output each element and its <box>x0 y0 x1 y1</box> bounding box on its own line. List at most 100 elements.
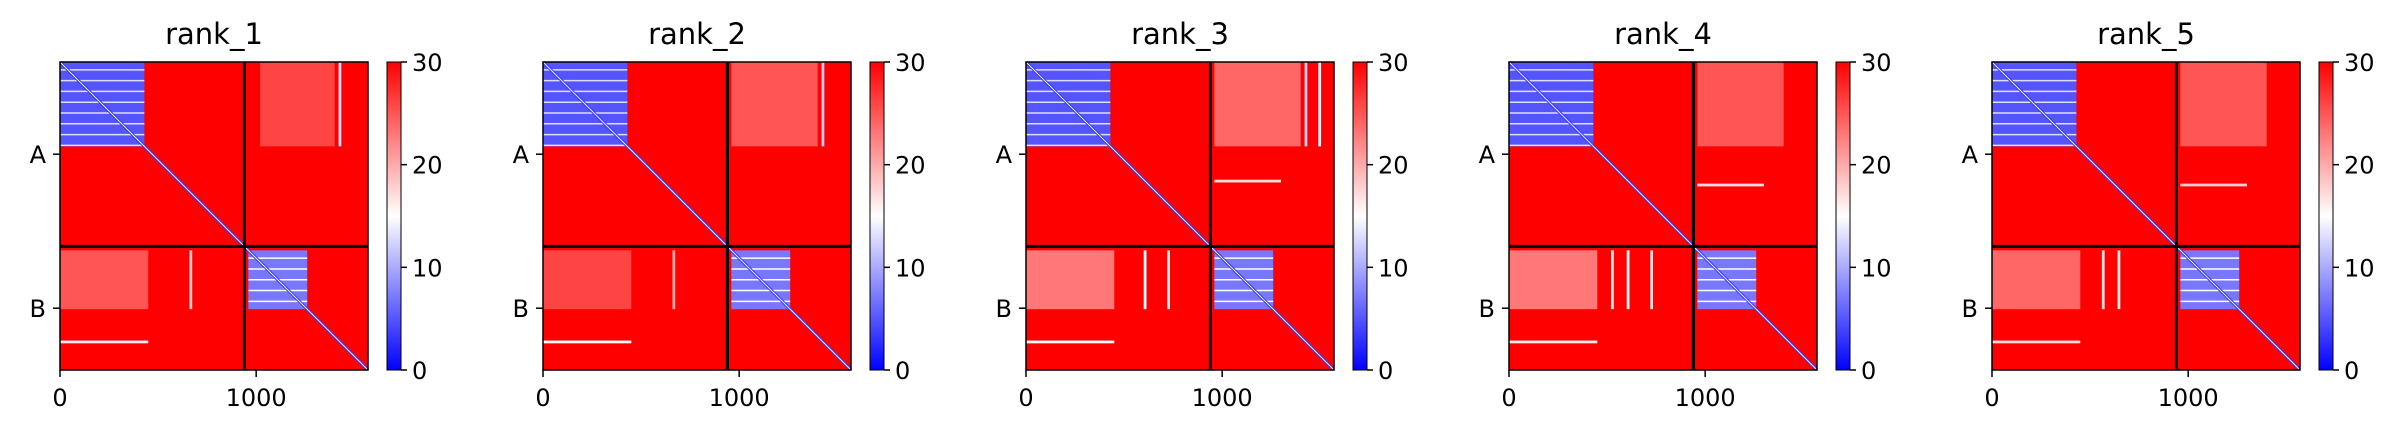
colorbar-tick-label: 0 <box>1378 357 1393 385</box>
heatmap-stripe-2 <box>189 250 193 310</box>
heatmap-stripe-1 <box>338 62 342 147</box>
chain-label-B: B <box>30 295 46 323</box>
chain-label-A: A <box>30 141 47 169</box>
x-tick-label: 1000 <box>1675 384 1736 412</box>
chain-label-B: B <box>513 295 529 323</box>
chain-label-A: A <box>513 141 530 169</box>
colorbar-tick-label: 10 <box>1378 254 1409 282</box>
panel-title: rank_4 <box>1614 17 1712 51</box>
colorbar-tick-label: 0 <box>412 357 427 385</box>
x-tick-label: 0 <box>1018 384 1033 412</box>
panel-title: rank_3 <box>1131 17 1229 51</box>
colorbar-tick-label: 30 <box>1861 49 1892 77</box>
heatmap-stripe-6 <box>1026 340 1115 344</box>
heatmap-stripe-1 <box>1304 62 1308 147</box>
colorbar-frame <box>2318 61 2334 371</box>
heatmap-stripe-1 <box>821 62 825 147</box>
panel-3: rank_3 0 1000 A B 0 10 20 30 <box>996 17 1409 412</box>
panel-5: rank_5 0 1000 A B 0 10 20 30 <box>1962 17 2375 412</box>
colorbar <box>870 62 884 370</box>
colorbar-frame <box>386 61 402 371</box>
heatmap-stripe-1 <box>2101 250 2105 310</box>
heatmap-block-4 <box>60 250 149 310</box>
heatmap-block-4 <box>1992 250 2081 310</box>
x-tick-label: 1000 <box>1192 384 1253 412</box>
heatmap-stripe-2 <box>1626 250 1630 310</box>
chain-label-B: B <box>1479 295 1495 323</box>
colorbar-frame <box>1352 61 1368 371</box>
colorbar-tick-label: 20 <box>2344 152 2375 180</box>
colorbar <box>1353 62 1367 370</box>
heatmap-stripe-5 <box>1214 179 1282 183</box>
heatmap-stripe-3 <box>2180 183 2248 187</box>
heatmap-block-4 <box>543 250 632 310</box>
x-tick-label: 0 <box>52 384 67 412</box>
heatmap-block-4 <box>1509 250 1598 310</box>
panel-4: rank_4 0 1000 A B 0 10 20 30 <box>1479 17 1892 412</box>
heatmap-stripe-1 <box>1611 250 1614 310</box>
plot-frame <box>59 61 369 371</box>
colorbar-tick-label: 20 <box>412 152 443 180</box>
colorbar-tick-label: 0 <box>1861 357 1876 385</box>
x-tick-label: 1000 <box>226 384 287 412</box>
heatmap-stripe-3 <box>1650 250 1653 310</box>
panel-2: rank_2 0 1000 A B 0 10 20 30 <box>513 17 926 412</box>
colorbar-frame <box>1835 61 1851 371</box>
colorbar-tick-label: 10 <box>2344 254 2375 282</box>
x-tick-label: 0 <box>1501 384 1516 412</box>
chain-label-B: B <box>1962 295 1978 323</box>
colorbar-tick-label: 20 <box>1861 152 1892 180</box>
chain-label-A: A <box>996 141 1013 169</box>
heatmap-stripe-2 <box>672 250 676 310</box>
heatmap-block-3 <box>260 62 335 147</box>
panel-1: rank_1 0 1000 A B 0 10 20 30 <box>30 17 443 412</box>
heatmap-stripe-3 <box>1143 250 1147 310</box>
chain-label-B: B <box>996 295 1012 323</box>
panel-title: rank_5 <box>2097 17 2195 51</box>
x-tick-label: 0 <box>535 384 550 412</box>
heatmap-stripe-3 <box>543 340 632 344</box>
heatmap-stripe-4 <box>1167 250 1170 310</box>
heatmap-block-4 <box>1026 250 1115 310</box>
heatmap-stripe-2 <box>2117 250 2121 310</box>
plot-frame <box>1508 61 1818 371</box>
colorbar-tick-label: 10 <box>1861 254 1892 282</box>
heatmap-block-3 <box>1697 62 1784 147</box>
panel-title: rank_1 <box>165 17 263 51</box>
heatmap-stripe-4 <box>1992 340 2081 344</box>
heatmap-block-3 <box>1214 62 1301 147</box>
heatmap-diagonal-edge <box>1508 61 1818 371</box>
colorbar-frame <box>869 61 885 371</box>
colorbar <box>1836 62 1850 370</box>
panel-title: rank_2 <box>648 17 746 51</box>
colorbar-tick-label: 30 <box>412 49 443 77</box>
x-tick-label: 0 <box>1984 384 1999 412</box>
chain-label-A: A <box>1962 141 1979 169</box>
heatmap-stripe-4 <box>1697 183 1765 187</box>
colorbar <box>387 62 401 370</box>
colorbar-tick-label: 10 <box>412 254 443 282</box>
colorbar-tick-label: 20 <box>895 152 926 180</box>
x-tick-label: 1000 <box>709 384 770 412</box>
colorbar-tick-label: 0 <box>895 357 910 385</box>
plot-frame <box>542 61 852 371</box>
heatmap-stripe-3 <box>60 340 149 344</box>
colorbar-tick-label: 30 <box>895 49 926 77</box>
colorbar-tick-label: 10 <box>895 254 926 282</box>
heatmap-block-3 <box>2180 62 2267 147</box>
colorbar-tick-label: 0 <box>2344 357 2359 385</box>
heatmap-stripe-5 <box>1509 340 1598 344</box>
heatmap-stripe-2 <box>1318 62 1322 147</box>
heatmap-block-3 <box>731 62 818 147</box>
x-tick-label: 1000 <box>2158 384 2219 412</box>
chain-label-A: A <box>1479 141 1496 169</box>
heatmap-diagonal-edge <box>542 61 852 371</box>
colorbar <box>2319 62 2333 370</box>
colorbar-tick-label: 30 <box>2344 49 2375 77</box>
colorbar-tick-label: 30 <box>1378 49 1409 77</box>
heatmap-diagonal-edge <box>59 61 369 371</box>
colorbar-tick-label: 20 <box>1378 152 1409 180</box>
plot-frame <box>1991 61 2301 371</box>
